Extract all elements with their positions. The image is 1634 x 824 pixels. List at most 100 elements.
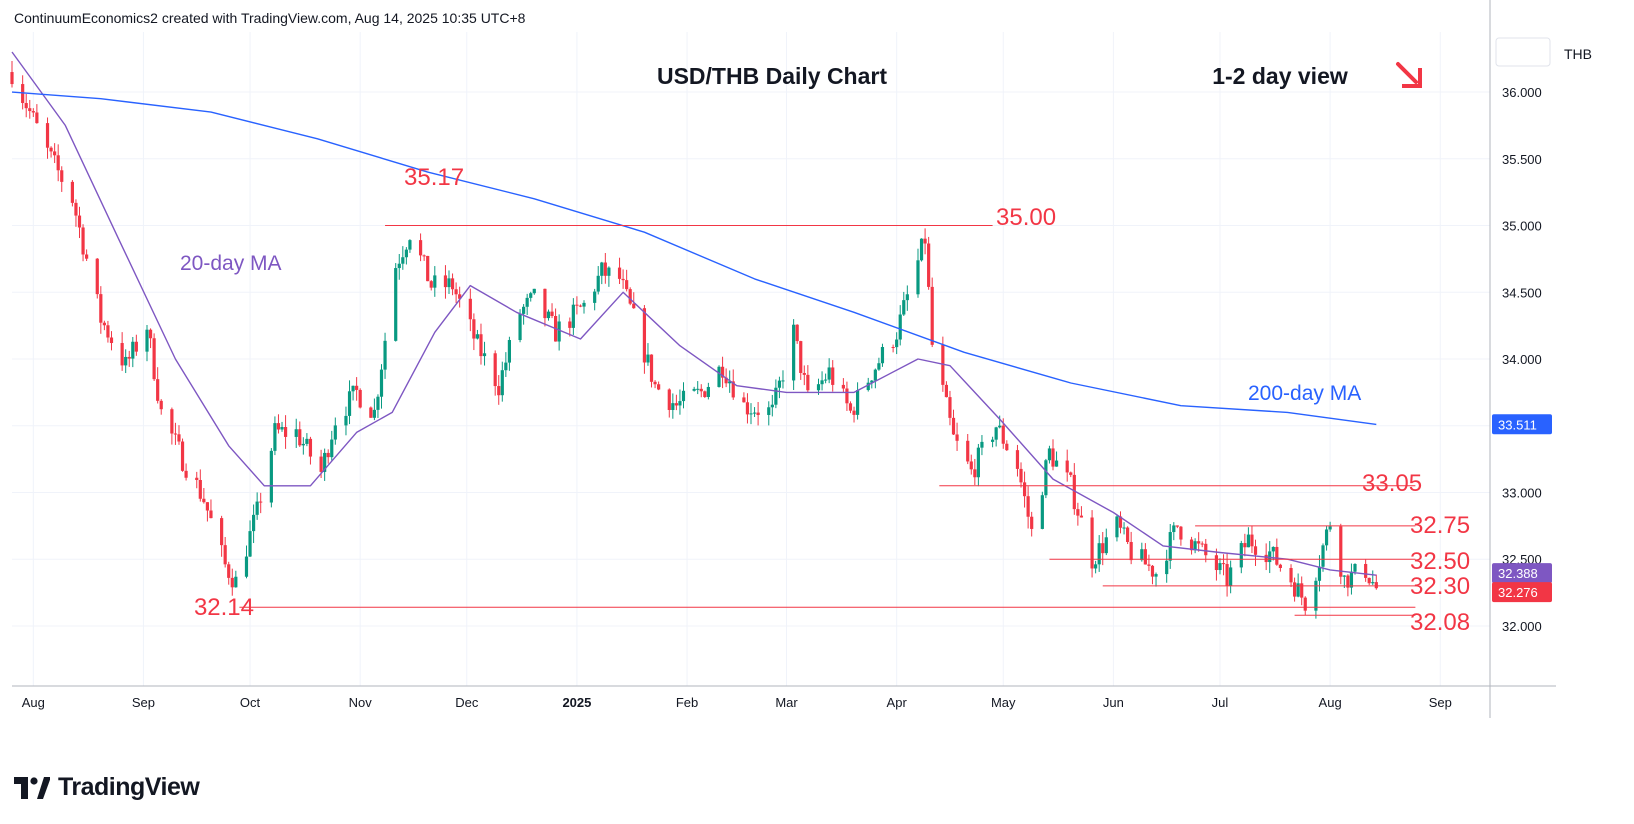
candle-up	[696, 388, 700, 390]
candle-down	[575, 304, 579, 306]
candle-down	[326, 452, 330, 458]
candle-down	[458, 294, 462, 299]
candle-down	[1278, 564, 1282, 568]
candle-up	[1328, 526, 1332, 530]
candle-down	[703, 391, 707, 398]
candle-up	[323, 452, 327, 472]
candle-down	[195, 477, 199, 481]
candle-down	[1221, 563, 1226, 565]
candle-up	[248, 531, 252, 557]
candle-down	[1143, 549, 1147, 565]
candle-down	[724, 377, 728, 384]
candle-down	[948, 397, 952, 418]
tradingview-logo[interactable]: TradingView	[14, 773, 200, 802]
candle-down	[1072, 474, 1076, 510]
candle-up	[507, 340, 512, 363]
candle-down	[180, 441, 185, 471]
candle-down	[1346, 575, 1350, 588]
candle-up	[749, 413, 753, 415]
candle-up	[401, 257, 405, 264]
candle-down	[848, 403, 853, 411]
candle-up	[752, 412, 757, 414]
candle-up	[1165, 560, 1169, 575]
candle-down	[283, 426, 288, 437]
price-tag-label: 32.276	[1498, 585, 1538, 600]
candle-down	[852, 410, 856, 415]
candle-down	[550, 311, 554, 316]
candle-up	[124, 356, 128, 366]
x-tick-label: 2025	[562, 695, 591, 710]
candle-up	[1271, 546, 1275, 552]
candle-down	[1150, 565, 1155, 577]
candles	[10, 60, 1378, 619]
candle-up	[546, 311, 551, 319]
candle-up	[916, 260, 920, 295]
y-tick-label: 32.000	[1502, 619, 1542, 634]
candle-down	[479, 334, 483, 357]
candle-up	[1104, 537, 1108, 554]
candle-up	[347, 391, 352, 416]
candle-down	[358, 389, 362, 408]
candle-up	[376, 396, 380, 410]
candle-down	[308, 438, 313, 457]
x-tick-label: Mar	[775, 695, 798, 710]
price-tag	[1492, 582, 1552, 603]
candle-up	[557, 321, 561, 342]
candle-down	[667, 389, 671, 410]
candle-down	[156, 379, 160, 401]
ma200-label: 200-day MA	[1248, 382, 1361, 405]
candle-down	[731, 381, 735, 398]
level-label-33-05: 33.05	[1362, 470, 1422, 497]
candle-up	[397, 263, 401, 269]
candle-up	[305, 438, 309, 444]
x-tick-label: Apr	[887, 695, 908, 710]
candle-up	[234, 576, 238, 588]
candle-up	[244, 556, 249, 577]
candle-down	[756, 412, 760, 415]
candle-down	[102, 322, 106, 326]
candle-up	[994, 427, 998, 440]
candle-down	[230, 577, 234, 588]
candle-down	[1253, 546, 1258, 555]
candle-down	[745, 402, 750, 415]
candle-down	[699, 388, 703, 392]
x-tick-label: Sep	[1429, 695, 1452, 710]
candle-down	[568, 321, 572, 328]
candle-down	[127, 356, 131, 359]
candle-up	[273, 423, 277, 451]
candle-down	[422, 255, 426, 257]
candle-down	[1030, 516, 1034, 529]
candle-up	[1349, 571, 1354, 588]
x-tick-label: Jul	[1212, 695, 1229, 710]
x-tick-label: Sep	[132, 695, 155, 710]
candle-up	[998, 425, 1002, 428]
candle-down	[927, 243, 931, 287]
ma200-line	[11, 91, 1377, 426]
candle-up	[1296, 583, 1300, 597]
candle-down	[621, 278, 625, 281]
candle-down	[628, 289, 632, 304]
candle-up	[280, 426, 284, 430]
candle-down	[53, 151, 57, 156]
candle-up	[1040, 495, 1044, 529]
candle-up	[919, 238, 924, 261]
candle-down	[1189, 539, 1194, 551]
candle-down	[955, 434, 959, 441]
candle-up	[525, 297, 529, 307]
candle-up	[1268, 551, 1272, 563]
candle-up	[145, 329, 149, 352]
candle-down	[891, 347, 895, 349]
candle-down	[493, 353, 497, 387]
candle-up	[1193, 541, 1197, 551]
candle-down	[720, 366, 725, 378]
candle-up	[372, 409, 376, 418]
candle-up	[404, 249, 408, 258]
candle-up	[593, 291, 597, 303]
candle-down	[369, 407, 373, 418]
candle-up	[767, 407, 771, 415]
candle-down	[198, 480, 202, 499]
candle-up	[379, 369, 384, 397]
currency-label: THB	[1564, 46, 1592, 62]
candle-up	[1122, 527, 1126, 529]
candle-up	[294, 429, 298, 437]
